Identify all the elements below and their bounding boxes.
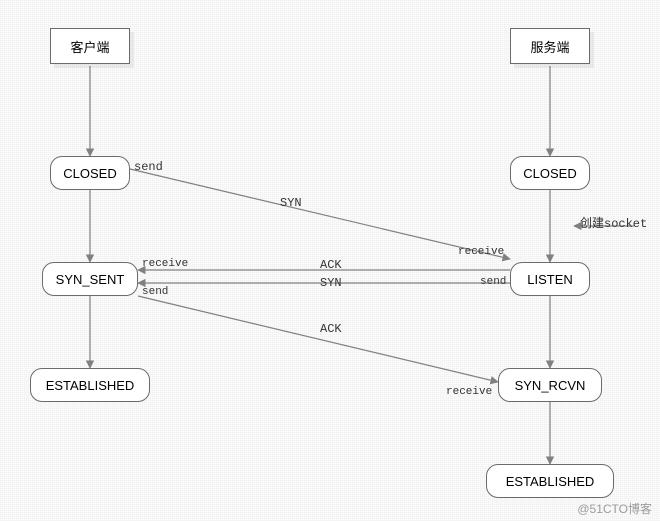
state-client-syn-sent: SYN_SENT [42, 262, 138, 296]
label-receive-3: receive [446, 386, 492, 398]
label-syn-1: SYN [280, 196, 302, 210]
label-send-2: send [142, 286, 168, 298]
label-syn-2: SYN [320, 276, 342, 290]
client-actor: 客户端 [50, 28, 130, 64]
label-send-1: send [134, 160, 163, 174]
state-server-closed: CLOSED [510, 156, 590, 190]
label-create-socket: 创建socket [580, 214, 647, 231]
state-client-established: ESTABLISHED [30, 368, 150, 402]
state-client-closed: CLOSED [50, 156, 130, 190]
label-receive-1: receive [142, 258, 188, 270]
label-receive-2: receive [458, 246, 504, 258]
state-server-syn-rcvn: SYN_RCVN [498, 368, 602, 402]
label-ack-2: ACK [320, 322, 342, 336]
label-ack-1: ACK [320, 258, 342, 272]
server-actor: 服务端 [510, 28, 590, 64]
watermark: @51CTO博客 [577, 500, 652, 517]
label-send-3: send [480, 276, 506, 288]
state-server-established: ESTABLISHED [486, 464, 614, 498]
diagram-canvas: 客户端 服务端 CLOSED SYN_SENT ESTABLISHED CLOS… [0, 0, 660, 521]
state-server-listen: LISTEN [510, 262, 590, 296]
